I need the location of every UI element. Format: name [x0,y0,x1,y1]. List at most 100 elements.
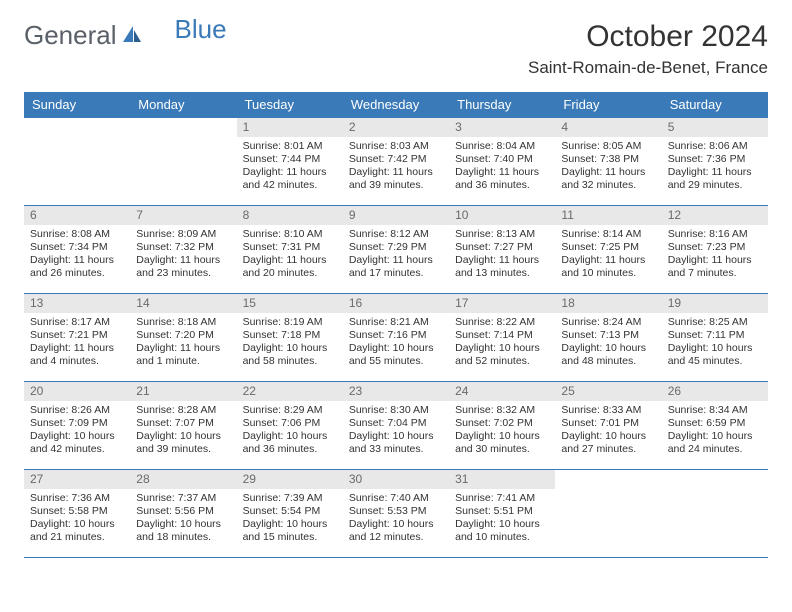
day-number: 28 [130,470,236,489]
day-number: 7 [130,206,236,225]
sunrise-text: Sunrise: 8:32 AM [455,404,549,417]
calendar-day-cell: 18Sunrise: 8:24 AMSunset: 7:13 PMDayligh… [555,294,661,382]
calendar-day-cell: 10Sunrise: 8:13 AMSunset: 7:27 PMDayligh… [449,206,555,294]
calendar-day-cell: 17Sunrise: 8:22 AMSunset: 7:14 PMDayligh… [449,294,555,382]
weekday-header: Tuesday [237,92,343,118]
day-number: 10 [449,206,555,225]
calendar-day-cell: 2Sunrise: 8:03 AMSunset: 7:42 PMDaylight… [343,118,449,206]
sunset-text: Sunset: 7:42 PM [349,153,443,166]
calendar-day-cell: 6Sunrise: 8:08 AMSunset: 7:34 PMDaylight… [24,206,130,294]
calendar-day-cell: 1Sunrise: 8:01 AMSunset: 7:44 PMDaylight… [237,118,343,206]
day-body: Sunrise: 7:37 AMSunset: 5:56 PMDaylight:… [130,489,236,549]
calendar-day-cell: 14Sunrise: 8:18 AMSunset: 7:20 PMDayligh… [130,294,236,382]
sunset-text: Sunset: 7:16 PM [349,329,443,342]
sunset-text: Sunset: 5:54 PM [243,505,337,518]
day-number: 9 [343,206,449,225]
sunset-text: Sunset: 7:38 PM [561,153,655,166]
daylight-text: Daylight: 11 hours and 7 minutes. [668,254,762,280]
daylight-text: Daylight: 10 hours and 24 minutes. [668,430,762,456]
sunrise-text: Sunrise: 7:40 AM [349,492,443,505]
sunrise-text: Sunrise: 8:14 AM [561,228,655,241]
calendar-day-cell: 27Sunrise: 7:36 AMSunset: 5:58 PMDayligh… [24,470,130,558]
day-body: Sunrise: 7:41 AMSunset: 5:51 PMDaylight:… [449,489,555,549]
sunset-text: Sunset: 6:59 PM [668,417,762,430]
day-number: 8 [237,206,343,225]
day-number: 30 [343,470,449,489]
sunrise-text: Sunrise: 8:01 AM [243,140,337,153]
sunset-text: Sunset: 7:02 PM [455,417,549,430]
sunset-text: Sunset: 7:40 PM [455,153,549,166]
sunset-text: Sunset: 7:06 PM [243,417,337,430]
daylight-text: Daylight: 10 hours and 30 minutes. [455,430,549,456]
sunrise-text: Sunrise: 8:21 AM [349,316,443,329]
day-number: 26 [662,382,768,401]
day-body: Sunrise: 8:34 AMSunset: 6:59 PMDaylight:… [662,401,768,461]
day-body: Sunrise: 8:19 AMSunset: 7:18 PMDaylight:… [237,313,343,373]
daylight-text: Daylight: 10 hours and 52 minutes. [455,342,549,368]
day-body: Sunrise: 8:14 AMSunset: 7:25 PMDaylight:… [555,225,661,285]
sunrise-text: Sunrise: 8:28 AM [136,404,230,417]
calendar-day-cell: 13Sunrise: 8:17 AMSunset: 7:21 PMDayligh… [24,294,130,382]
day-number: 22 [237,382,343,401]
calendar-day-cell: 25Sunrise: 8:33 AMSunset: 7:01 PMDayligh… [555,382,661,470]
calendar-table: SundayMondayTuesdayWednesdayThursdayFrid… [24,92,768,558]
calendar-week-row: 1Sunrise: 8:01 AMSunset: 7:44 PMDaylight… [24,118,768,206]
logo-sail-icon [121,20,143,51]
sunset-text: Sunset: 7:18 PM [243,329,337,342]
weekday-header-row: SundayMondayTuesdayWednesdayThursdayFrid… [24,92,768,118]
sunrise-text: Sunrise: 8:33 AM [561,404,655,417]
calendar-day-cell: 19Sunrise: 8:25 AMSunset: 7:11 PMDayligh… [662,294,768,382]
sunrise-text: Sunrise: 8:25 AM [668,316,762,329]
day-body: Sunrise: 8:33 AMSunset: 7:01 PMDaylight:… [555,401,661,461]
calendar-day-cell: 20Sunrise: 8:26 AMSunset: 7:09 PMDayligh… [24,382,130,470]
calendar-day-cell: 9Sunrise: 8:12 AMSunset: 7:29 PMDaylight… [343,206,449,294]
sunrise-text: Sunrise: 7:39 AM [243,492,337,505]
calendar-day-cell [130,118,236,206]
sunset-text: Sunset: 7:13 PM [561,329,655,342]
sunset-text: Sunset: 7:36 PM [668,153,762,166]
daylight-text: Daylight: 10 hours and 33 minutes. [349,430,443,456]
day-body: Sunrise: 8:10 AMSunset: 7:31 PMDaylight:… [237,225,343,285]
daylight-text: Daylight: 10 hours and 12 minutes. [349,518,443,544]
sunrise-text: Sunrise: 8:26 AM [30,404,124,417]
day-number: 21 [130,382,236,401]
header: General Blue October 2024 Saint-Romain-d… [24,20,768,78]
day-body: Sunrise: 8:32 AMSunset: 7:02 PMDaylight:… [449,401,555,461]
day-body: Sunrise: 8:26 AMSunset: 7:09 PMDaylight:… [24,401,130,461]
day-body: Sunrise: 8:22 AMSunset: 7:14 PMDaylight:… [449,313,555,373]
calendar-day-cell: 22Sunrise: 8:29 AMSunset: 7:06 PMDayligh… [237,382,343,470]
day-body: Sunrise: 8:13 AMSunset: 7:27 PMDaylight:… [449,225,555,285]
day-number: 17 [449,294,555,313]
daylight-text: Daylight: 11 hours and 26 minutes. [30,254,124,280]
day-body: Sunrise: 8:08 AMSunset: 7:34 PMDaylight:… [24,225,130,285]
day-body: Sunrise: 8:24 AMSunset: 7:13 PMDaylight:… [555,313,661,373]
day-body: Sunrise: 7:40 AMSunset: 5:53 PMDaylight:… [343,489,449,549]
daylight-text: Daylight: 11 hours and 23 minutes. [136,254,230,280]
sunrise-text: Sunrise: 8:13 AM [455,228,549,241]
day-body: Sunrise: 8:04 AMSunset: 7:40 PMDaylight:… [449,137,555,197]
day-body: Sunrise: 8:09 AMSunset: 7:32 PMDaylight:… [130,225,236,285]
daylight-text: Daylight: 11 hours and 1 minute. [136,342,230,368]
day-number: 20 [24,382,130,401]
day-body: Sunrise: 8:29 AMSunset: 7:06 PMDaylight:… [237,401,343,461]
day-number: 31 [449,470,555,489]
day-number: 1 [237,118,343,137]
sunset-text: Sunset: 7:14 PM [455,329,549,342]
logo: General Blue [24,20,227,51]
calendar-day-cell [555,470,661,558]
sunset-text: Sunset: 7:27 PM [455,241,549,254]
calendar-day-cell: 16Sunrise: 8:21 AMSunset: 7:16 PMDayligh… [343,294,449,382]
day-body: Sunrise: 8:17 AMSunset: 7:21 PMDaylight:… [24,313,130,373]
day-number: 18 [555,294,661,313]
weekday-header: Thursday [449,92,555,118]
calendar-day-cell: 23Sunrise: 8:30 AMSunset: 7:04 PMDayligh… [343,382,449,470]
daylight-text: Daylight: 11 hours and 29 minutes. [668,166,762,192]
day-body: Sunrise: 8:05 AMSunset: 7:38 PMDaylight:… [555,137,661,197]
calendar-day-cell: 5Sunrise: 8:06 AMSunset: 7:36 PMDaylight… [662,118,768,206]
day-body: Sunrise: 8:12 AMSunset: 7:29 PMDaylight:… [343,225,449,285]
daylight-text: Daylight: 10 hours and 58 minutes. [243,342,337,368]
sunrise-text: Sunrise: 8:12 AM [349,228,443,241]
day-body: Sunrise: 8:06 AMSunset: 7:36 PMDaylight:… [662,137,768,197]
weekday-header: Saturday [662,92,768,118]
day-body: Sunrise: 8:16 AMSunset: 7:23 PMDaylight:… [662,225,768,285]
